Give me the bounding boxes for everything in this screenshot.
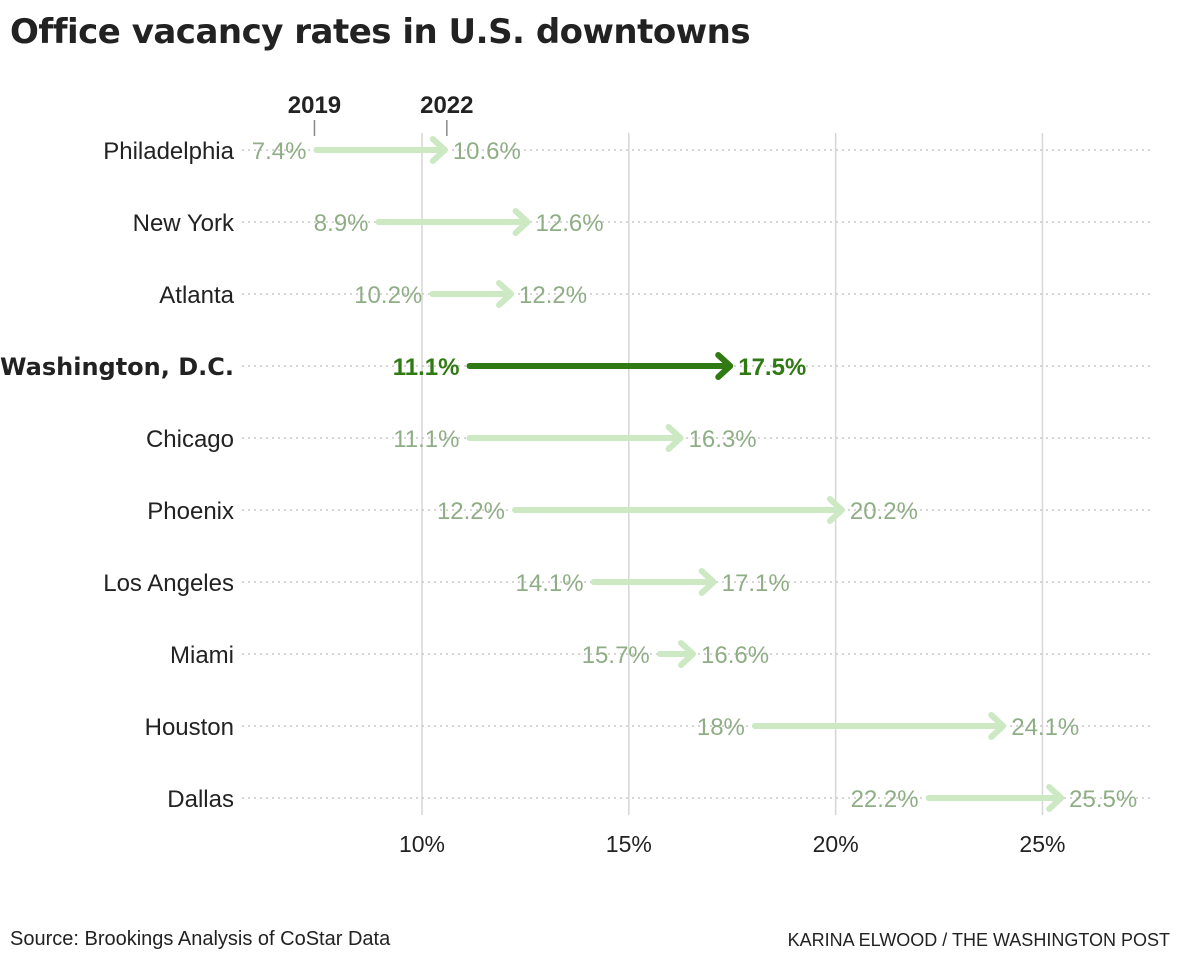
end-value-label: 17.1%: [722, 570, 790, 597]
legend-label: 2022: [420, 92, 473, 119]
end-value-label: 16.6%: [701, 642, 769, 669]
start-value-label: 7.4%: [252, 138, 307, 165]
source-note: Source: Brookings Analysis of CoStar Dat…: [10, 928, 391, 950]
end-value-label: 12.6%: [536, 210, 604, 237]
city-label: Chicago: [146, 426, 234, 453]
row-guides: [242, 149, 1150, 799]
credit-line: KARINA ELWOOD / THE WASHINGTON POST: [787, 930, 1170, 950]
arrows: [313, 136, 1065, 812]
city-label: Los Angeles: [103, 570, 234, 597]
end-value-label: 10.6%: [453, 138, 521, 165]
arrow-head: [678, 640, 696, 668]
arrow-head: [1046, 784, 1065, 812]
x-axis-ticks: 10% 15% 20% 25%: [399, 831, 1066, 857]
end-value-label: 16.3%: [689, 426, 757, 453]
city-label: Houston: [145, 714, 234, 741]
start-value-label: 14.1%: [516, 570, 584, 597]
x-tick-label: 25%: [1019, 831, 1065, 857]
start-value-label: 18%: [697, 714, 745, 741]
arrow-head: [512, 208, 531, 236]
city-label: Miami: [170, 642, 234, 669]
city-label: New York: [133, 210, 235, 237]
x-tick-label: 20%: [813, 831, 859, 857]
chart-title: Office vacancy rates in U.S. downtowns: [10, 12, 751, 52]
end-value-label: 12.2%: [519, 282, 587, 309]
city-label: Philadelphia: [103, 138, 234, 165]
start-value-label: 11.1%: [393, 354, 460, 381]
arrow-head: [429, 136, 448, 164]
start-value-label: 10.2%: [354, 282, 422, 309]
start-value-label: 12.2%: [437, 498, 505, 525]
legend: 2019 2022: [288, 92, 474, 136]
legend-label: 2019: [288, 92, 341, 119]
city-label: Phoenix: [147, 498, 234, 525]
city-label: Washington, D.C.: [0, 353, 234, 381]
arrow-head: [988, 712, 1007, 740]
start-value-label: 8.9%: [314, 210, 369, 237]
city-label: Atlanta: [159, 282, 234, 309]
start-value-label: 11.1%: [393, 426, 459, 453]
x-tick-label: 15%: [606, 831, 652, 857]
end-value-label: 25.5%: [1069, 786, 1137, 813]
arrow-head: [665, 424, 684, 452]
city-label: Dallas: [167, 786, 234, 813]
start-value-label: 22.2%: [851, 786, 919, 813]
arrow-head: [715, 352, 734, 380]
start-value-label: 15.7%: [582, 642, 650, 669]
arrow-head: [826, 496, 845, 524]
end-value-label: 20.2%: [850, 498, 918, 525]
gridlines: [421, 133, 1044, 815]
end-value-label: 24.1%: [1011, 714, 1079, 741]
arrow-head: [496, 280, 514, 308]
labels: Philadelphia 7.4% 10.6% New York 8.9% 12.6% At…: [0, 138, 1137, 813]
arrow-head: [698, 568, 717, 596]
end-value-label: 17.5%: [738, 354, 806, 381]
x-tick-label: 10%: [399, 831, 445, 857]
